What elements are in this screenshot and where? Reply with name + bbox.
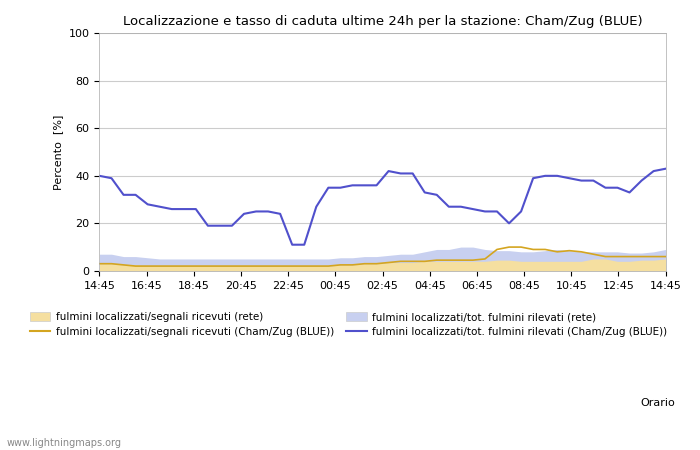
Y-axis label: Percento  [%]: Percento [%] [53,114,63,190]
Title: Localizzazione e tasso di caduta ultime 24h per la stazione: Cham/Zug (BLUE): Localizzazione e tasso di caduta ultime … [122,15,643,28]
Text: Orario: Orario [640,398,676,408]
Text: www.lightningmaps.org: www.lightningmaps.org [7,438,122,448]
Legend: fulmini localizzati/segnali ricevuti (rete), fulmini localizzati/segnali ricevut: fulmini localizzati/segnali ricevuti (re… [25,308,672,342]
